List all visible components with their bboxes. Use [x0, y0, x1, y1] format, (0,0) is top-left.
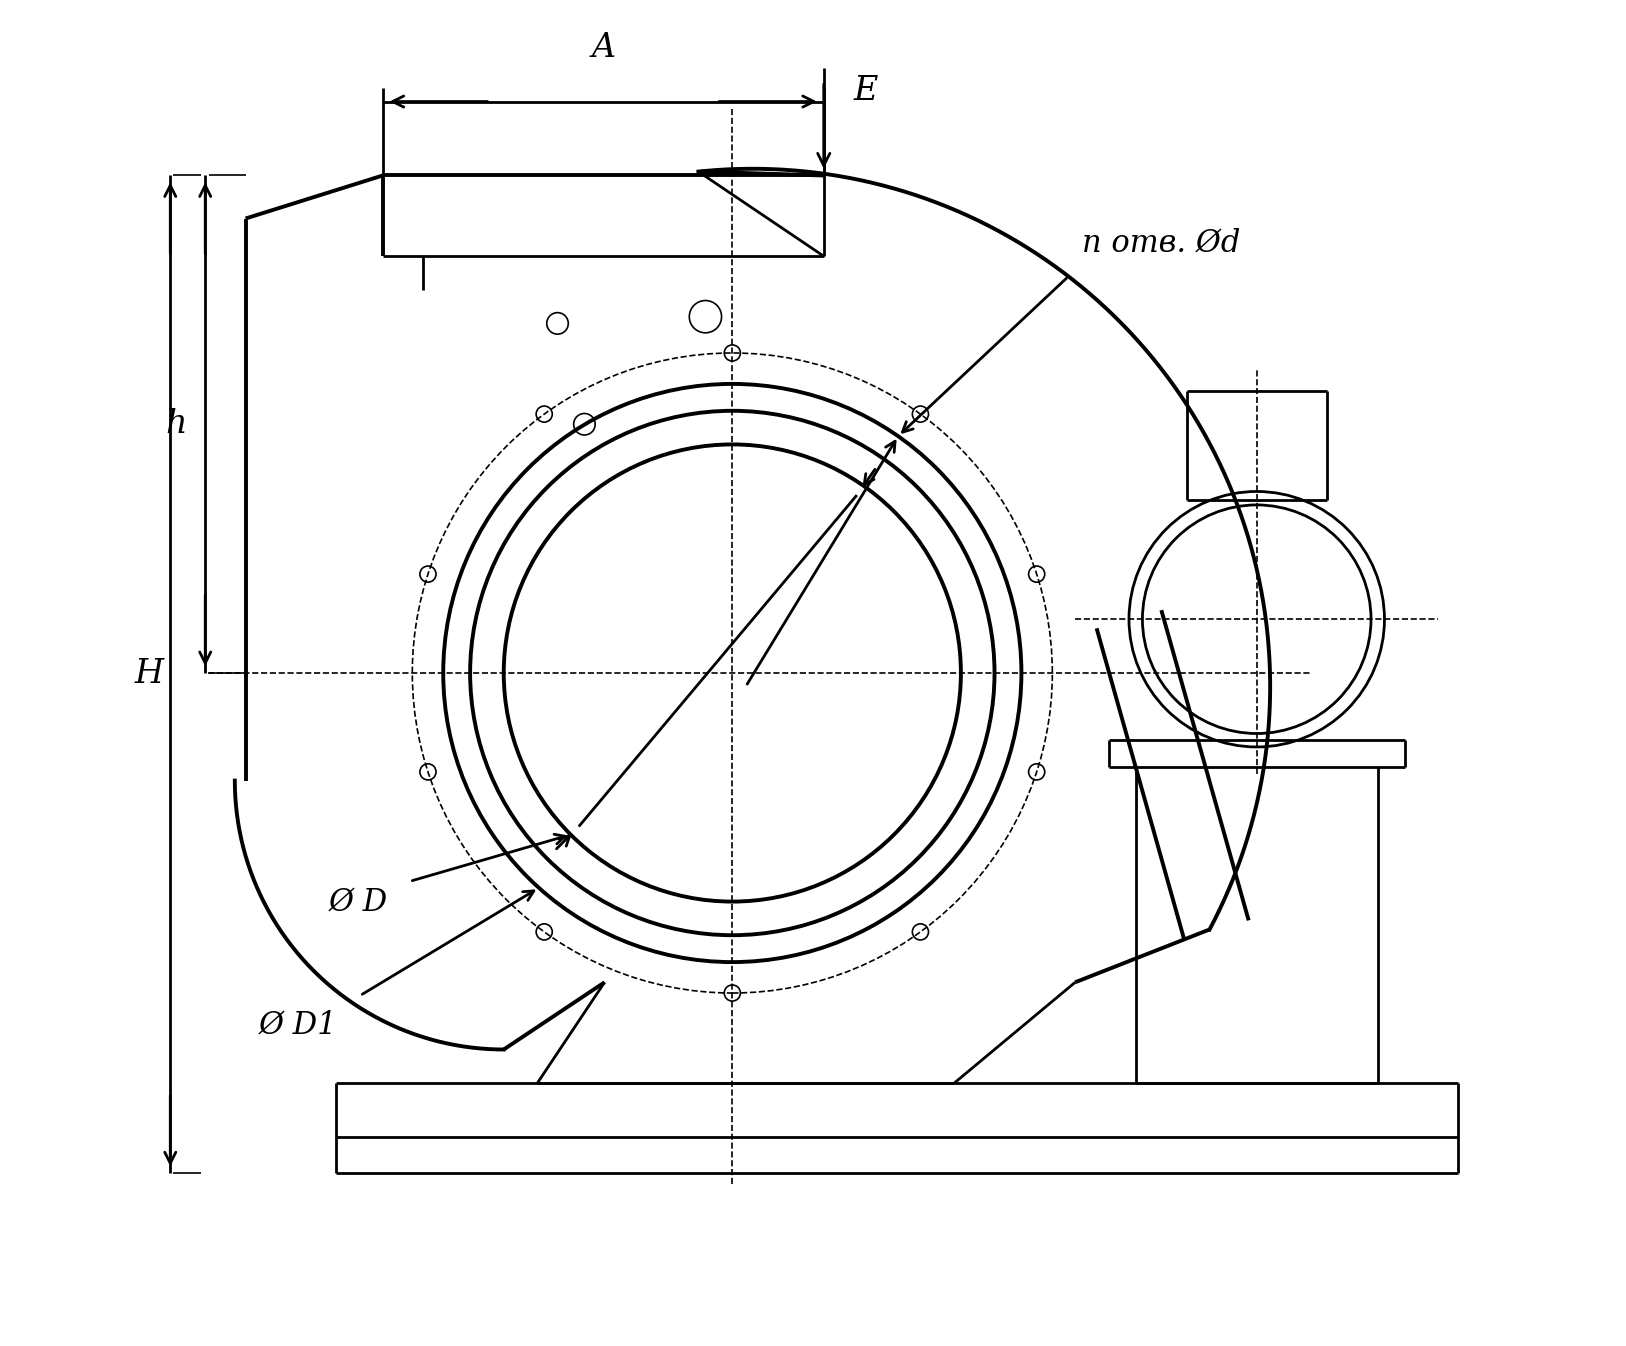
Text: A: A	[592, 32, 615, 63]
Text: Ø D: Ø D	[328, 886, 389, 917]
Text: Ø D1: Ø D1	[259, 1010, 338, 1040]
Text: E: E	[854, 74, 878, 106]
Text: n отв. Ød: n отв. Ød	[1081, 227, 1241, 258]
Text: H: H	[135, 658, 163, 690]
Text: h: h	[164, 408, 187, 440]
